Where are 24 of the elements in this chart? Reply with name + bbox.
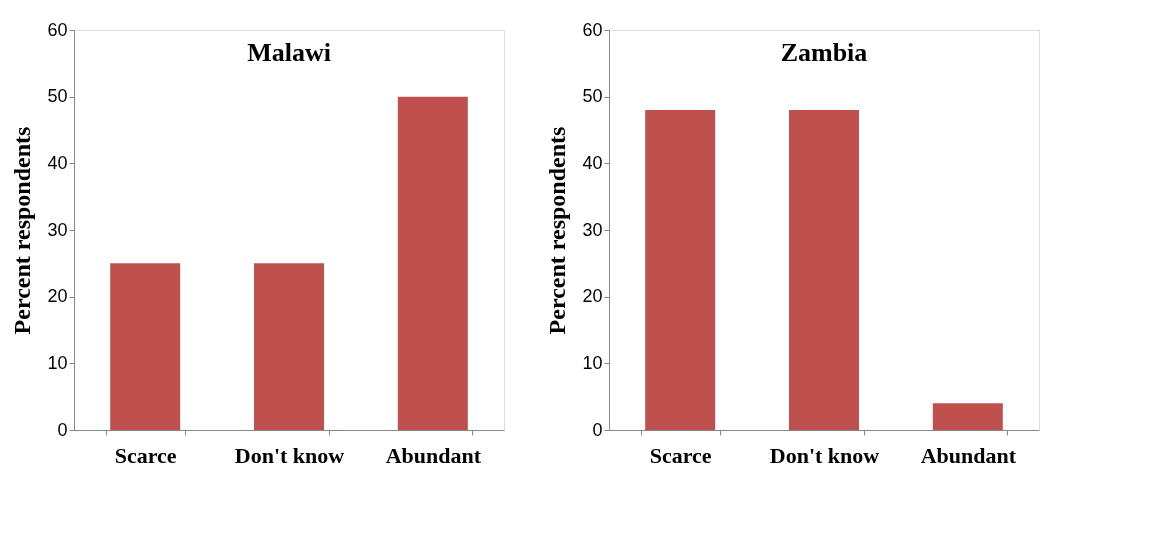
y-axis-title: Percent respondents	[544, 126, 571, 335]
y-tick-label: 0	[57, 419, 68, 440]
y-tick-label: 30	[47, 219, 68, 240]
x-tick-label: Don't know	[769, 442, 880, 468]
y-tick-label: 60	[582, 19, 603, 40]
y-tick-label: 40	[582, 152, 603, 173]
chart-title: Zambia	[780, 38, 868, 67]
y-tick-label: 20	[47, 286, 68, 307]
y-tick-label: 20	[582, 286, 603, 307]
y-tick-label: 60	[47, 19, 68, 40]
y-tick-label: 0	[592, 419, 603, 440]
x-tick-label: Abundant	[920, 442, 1017, 468]
chart-title: Malawi	[247, 38, 331, 67]
x-tick-label: Scarce	[114, 442, 177, 468]
y-tick-label: 50	[47, 86, 68, 107]
x-tick-label: Scarce	[649, 442, 712, 468]
y-tick-label: 30	[582, 219, 603, 240]
x-tick-label: Abundant	[385, 442, 482, 468]
y-tick-label: 10	[47, 352, 68, 373]
y-tick-label: 50	[582, 86, 603, 107]
y-tick-label: 10	[582, 352, 603, 373]
y-axis-title: Percent respondents	[9, 126, 36, 335]
x-tick-label: Don't know	[234, 442, 345, 468]
y-tick-label: 40	[47, 152, 68, 173]
